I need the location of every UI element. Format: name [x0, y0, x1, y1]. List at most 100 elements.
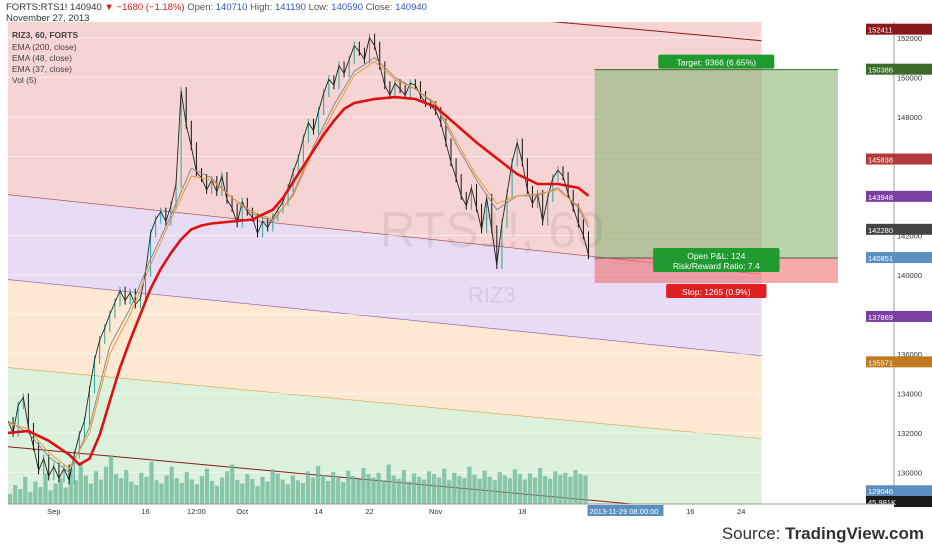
volume-bar — [134, 484, 139, 504]
volume-bar — [457, 476, 462, 504]
volume-bar — [270, 469, 275, 504]
price-tag-label: 129046 — [868, 487, 893, 496]
volume-bar — [366, 474, 371, 504]
volume-bar — [83, 475, 88, 504]
stop-label-badge: Stop: 1265 (0.9%) — [666, 284, 767, 299]
price-tick-label: 142000 — [897, 231, 922, 240]
volume-bar — [381, 480, 386, 504]
volume-bar — [426, 471, 432, 504]
volume-bar — [124, 470, 129, 504]
volume-bar — [63, 487, 68, 504]
volume-bar — [225, 471, 230, 504]
volume-bar — [43, 473, 48, 504]
target-label-badge: Target: 9366 (6.65%) — [658, 54, 775, 69]
volume-bar — [93, 471, 99, 504]
volume-bar — [103, 466, 109, 504]
volume-bar — [250, 478, 255, 504]
volume-bar — [341, 482, 346, 504]
volume-bar — [507, 478, 512, 504]
pnl-label-bg — [653, 248, 780, 273]
chart-header: FORTS:RTS1! 140940 ▼ −1680 (−1.18%) Open… — [6, 2, 427, 24]
volume-bar — [583, 475, 588, 504]
volume-bar — [38, 487, 43, 504]
time-tag-label: 2013-11-29 08:00:00 — [589, 507, 658, 516]
ema37-line — [8, 56, 589, 474]
source-brand: TradingView.com — [785, 524, 924, 543]
volume-bar — [290, 475, 295, 504]
volume-bar — [361, 467, 366, 504]
legend-title: RIZ3, 60, FORTS — [12, 30, 78, 40]
volume-bar — [482, 470, 487, 504]
volume-bar — [230, 464, 235, 504]
volume-bar — [406, 481, 412, 504]
volume-bar — [194, 484, 200, 504]
watermark-contract: RIZ3 — [468, 283, 516, 308]
volume-bar — [371, 477, 376, 504]
low-label: Low: — [308, 2, 329, 13]
volume-bar — [356, 479, 361, 504]
low-value: 140590 — [331, 2, 363, 13]
legend-item: EMA (48, close) — [12, 53, 72, 63]
channel-band — [8, 279, 762, 439]
volume-bar — [28, 491, 33, 504]
high-label: High: — [250, 2, 273, 13]
volume-bar — [23, 476, 28, 504]
volume-bar — [487, 476, 492, 504]
pnl-label-text: Open P&L: 124 — [687, 251, 745, 261]
volume-bar — [149, 461, 154, 504]
time-tick-label: 14 — [314, 507, 322, 516]
volume-bar — [265, 481, 270, 504]
stop-label-bg — [666, 284, 767, 299]
volume-bar — [48, 490, 53, 504]
price-tag-bg — [866, 190, 932, 202]
volume-bar — [184, 472, 189, 504]
price-tag-label: 152411 — [868, 26, 892, 35]
time-tick-label: Nov — [429, 507, 443, 516]
volume-bar — [139, 472, 144, 504]
close-label: Close: — [365, 2, 393, 13]
symbol-quote: FORTS:RTS1! 140940 — [6, 2, 102, 13]
volume-bar — [78, 463, 83, 504]
volume-bar — [502, 475, 507, 504]
price-change: ▼ −1680 (−1.18%) — [104, 2, 185, 13]
price-tag-label: 142280 — [868, 226, 893, 235]
price-tag-bg — [866, 496, 932, 507]
open-label: Open: — [187, 2, 214, 13]
time-scale-bg — [8, 504, 894, 516]
volume-bar — [351, 476, 356, 504]
time-tick-label: Sep — [47, 507, 60, 516]
volume-bar — [326, 480, 331, 504]
price-tag-label: 45.981K — [868, 498, 896, 507]
channel-band — [8, 367, 762, 504]
chart-date: November 27, 2013 — [6, 13, 90, 24]
volume-bar — [154, 480, 159, 504]
volume-bar — [472, 474, 477, 504]
volume-bar — [18, 489, 23, 504]
volume-bar — [462, 478, 467, 504]
volume-bar — [164, 475, 169, 504]
price-tag-label: 145838 — [868, 156, 893, 165]
trend-line — [538, 6, 762, 19]
volume-bar — [275, 473, 280, 504]
volume-bar — [73, 480, 78, 504]
volume-bar — [260, 476, 265, 504]
target-label-bg — [658, 54, 775, 69]
volume-bar — [543, 476, 548, 504]
volume-bar — [346, 470, 351, 504]
volume-bar — [558, 474, 563, 504]
target-label-text: Target: 9366 (6.65%) — [677, 58, 757, 68]
volume-bar — [517, 474, 523, 504]
volume-bar — [442, 468, 447, 504]
legend-item: Vol (5) — [12, 75, 37, 85]
price-tag-bg — [866, 485, 932, 497]
open-value: 140710 — [215, 2, 248, 13]
volume-bar — [416, 476, 422, 504]
volume-bar — [98, 479, 104, 504]
price-tag-bg — [866, 310, 932, 322]
time-tick-label: 24 — [737, 507, 745, 516]
time-tag-bg — [587, 505, 664, 516]
price-tag-bg — [866, 356, 932, 368]
